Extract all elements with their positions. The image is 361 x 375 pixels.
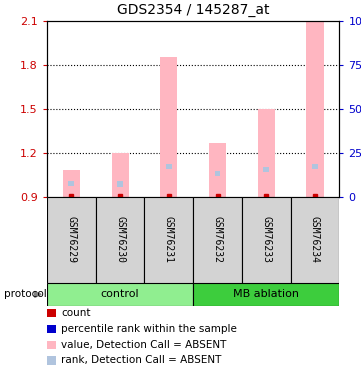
Text: GSM76229: GSM76229 [66,216,76,264]
Bar [47,283,193,306]
Bar [209,142,226,197]
Bar [63,170,80,197]
Bar [263,167,269,172]
Bar [47,197,96,283]
Bar [258,109,275,197]
Text: rank, Detection Call = ABSENT: rank, Detection Call = ABSENT [61,356,222,365]
Text: count: count [61,308,91,318]
Text: GSM76232: GSM76232 [213,216,222,264]
Bar [193,197,242,283]
Text: GSM76231: GSM76231 [164,216,174,264]
Text: value, Detection Call = ABSENT: value, Detection Call = ABSENT [61,340,227,350]
Bar [214,171,221,176]
Bar [242,197,291,283]
Text: GSM76234: GSM76234 [310,216,320,264]
Bar [68,181,74,186]
Text: GSM76233: GSM76233 [261,216,271,264]
Text: MB ablation: MB ablation [233,290,299,299]
Bar [312,164,318,169]
Bar [291,197,339,283]
Text: GSM76230: GSM76230 [115,216,125,264]
Bar [306,21,323,197]
Bar [96,197,144,283]
Bar [193,283,339,306]
Bar [166,164,172,169]
Text: protocol: protocol [4,290,46,299]
Text: control: control [101,290,139,299]
Title: GDS2354 / 145287_at: GDS2354 / 145287_at [117,3,269,17]
Bar [112,153,129,197]
Bar [117,182,123,187]
Bar [160,57,177,197]
Text: percentile rank within the sample: percentile rank within the sample [61,324,237,334]
Bar [144,197,193,283]
